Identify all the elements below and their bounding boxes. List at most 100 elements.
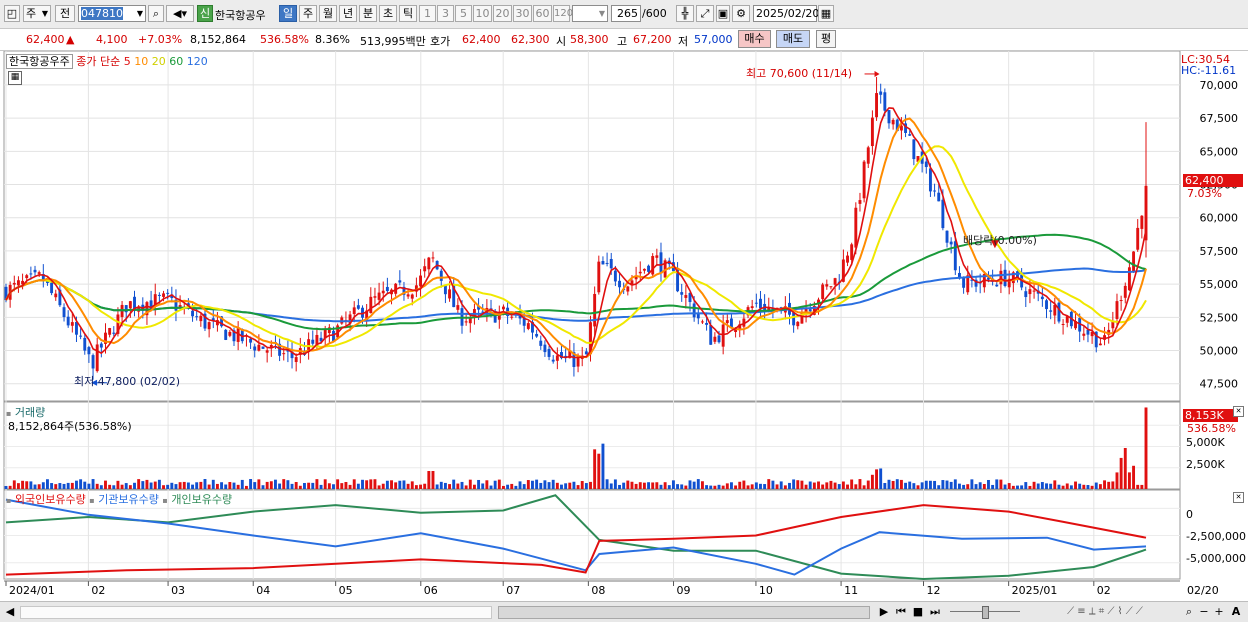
interval-1[interactable]: 1	[419, 5, 436, 22]
scroll-left-icon[interactable]: ◀	[5, 605, 15, 618]
candle-body	[323, 329, 327, 339]
first-icon[interactable]: ⏮	[896, 605, 906, 618]
candle-body	[912, 139, 916, 160]
candle-body	[282, 353, 286, 355]
volume-bar	[850, 479, 854, 489]
period-second[interactable]: 초	[379, 5, 397, 22]
candle-icon[interactable]: ╬	[676, 5, 694, 22]
volume-bar	[54, 484, 58, 489]
close-icon[interactable]: ✕	[1233, 406, 1244, 417]
candle-body	[1115, 301, 1119, 319]
count-input[interactable]: 265	[611, 5, 641, 22]
volume-bar	[278, 483, 282, 489]
table-icon[interactable]: ▦	[8, 71, 22, 85]
stop-icon[interactable]: ■	[912, 605, 924, 618]
scrollbar-track[interactable]	[20, 606, 492, 619]
volume-bar	[1053, 480, 1057, 489]
date-input[interactable]: 2025/02/20	[753, 5, 819, 22]
candle-body	[195, 316, 199, 318]
period-month[interactable]: 월	[319, 5, 337, 22]
volume-bar	[734, 485, 738, 489]
x-tick-label: 12	[926, 584, 940, 597]
volume-bar	[1040, 482, 1044, 489]
volume-bar	[1049, 483, 1053, 489]
period-tick[interactable]: 틱	[399, 5, 417, 22]
interval-120[interactable]: 120	[553, 5, 573, 22]
period-year[interactable]: 년	[339, 5, 357, 22]
sound-icon[interactable]: ◀▾	[166, 5, 194, 22]
volume-bar	[800, 480, 804, 489]
volume-bar	[25, 481, 29, 489]
volume-bar	[962, 484, 966, 489]
volume-bar	[651, 482, 655, 489]
gear-icon[interactable]: ⚙	[732, 5, 750, 22]
legend-ma10: 10	[134, 55, 149, 68]
interval-5[interactable]: 5	[455, 5, 472, 22]
draw-icon[interactable]: ⤢	[696, 5, 714, 22]
last-icon[interactable]: ⏭	[930, 605, 940, 618]
volume-bar	[622, 482, 626, 489]
volume-bar	[50, 483, 54, 489]
interval-10[interactable]: 10	[473, 5, 492, 22]
candle-body	[854, 207, 858, 248]
volume-bar	[730, 482, 733, 489]
volume-bar	[456, 483, 460, 489]
scrollbar-thumb[interactable]	[498, 606, 870, 619]
window-icon[interactable]: ◰	[4, 5, 20, 22]
tool-icons[interactable]: ⟋ ≡ ⟂ ⌗ ⟋ ⌇ ⟋ ⟋	[1067, 606, 1143, 617]
zoom-out-icon[interactable]: −	[1199, 605, 1209, 618]
candle-body	[419, 275, 422, 287]
volume-bar	[402, 480, 406, 489]
period-day[interactable]: 일	[279, 5, 297, 22]
turnover: 8.36%	[315, 33, 350, 46]
volume-bar	[1082, 484, 1086, 489]
code-input[interactable]: 047810 ▼	[78, 5, 146, 22]
candle-body	[257, 344, 261, 351]
volume-bar	[79, 479, 83, 489]
scroll-right-icon[interactable]: ▶	[879, 605, 889, 618]
buy-button[interactable]: 매수	[738, 30, 771, 48]
zoom-in-icon[interactable]: +	[1214, 605, 1224, 618]
interval-3[interactable]: 3	[437, 5, 454, 22]
candle-body	[543, 344, 547, 353]
prefix-button[interactable]: 전	[55, 5, 75, 22]
font-icon[interactable]: A	[1231, 605, 1241, 618]
interval-20[interactable]: 20	[493, 5, 512, 22]
calendar-icon[interactable]: ▦	[818, 5, 834, 22]
candle-body	[21, 280, 25, 285]
volume-bar	[228, 482, 232, 489]
sell-button[interactable]: 매도	[776, 30, 810, 48]
candle-body	[974, 279, 978, 287]
chart-svg[interactable]: 2024/01 02 03 04 05 06 07 08 09 10 11 12 2025/01 02 4…	[0, 51, 1248, 602]
eval-button[interactable]: 평	[816, 30, 836, 48]
close-icon[interactable]: ✕	[1233, 492, 1244, 503]
candle-body	[472, 309, 476, 316]
candle-body	[41, 274, 45, 282]
interval-input[interactable]: ▼	[572, 5, 608, 22]
volume-bar	[671, 480, 675, 489]
period-week[interactable]: 주	[299, 5, 317, 22]
candle-body	[605, 262, 609, 264]
candle-body	[709, 325, 713, 345]
period-minute[interactable]: 분	[359, 5, 377, 22]
chart-area[interactable]: 2024/01 02 03 04 05 06 07 08 09 10 11 12 2025/01 02 4…	[0, 51, 1248, 602]
quote-label: 호가	[430, 35, 451, 48]
save-icon[interactable]: ▣	[716, 5, 730, 22]
candle-body	[232, 330, 236, 342]
interval-60[interactable]: 60	[533, 5, 552, 22]
interval-30[interactable]: 30	[513, 5, 532, 22]
volume-bar	[443, 482, 447, 489]
candle-body	[1074, 321, 1077, 329]
volume-bar	[717, 484, 721, 489]
candle-body	[456, 305, 460, 310]
zoom-slider-handle[interactable]	[982, 606, 989, 619]
volume-bar	[153, 481, 157, 489]
candle-body	[249, 338, 253, 343]
candle-body	[676, 270, 680, 292]
market-select[interactable]: 주 ▼	[23, 5, 51, 22]
zoom-icon[interactable]: ⌕	[1185, 605, 1193, 618]
search-icon[interactable]: ⌕	[148, 5, 164, 22]
candle-body	[526, 323, 530, 329]
candle-body	[352, 307, 356, 315]
price-tick-label: 52,500	[1200, 311, 1239, 324]
